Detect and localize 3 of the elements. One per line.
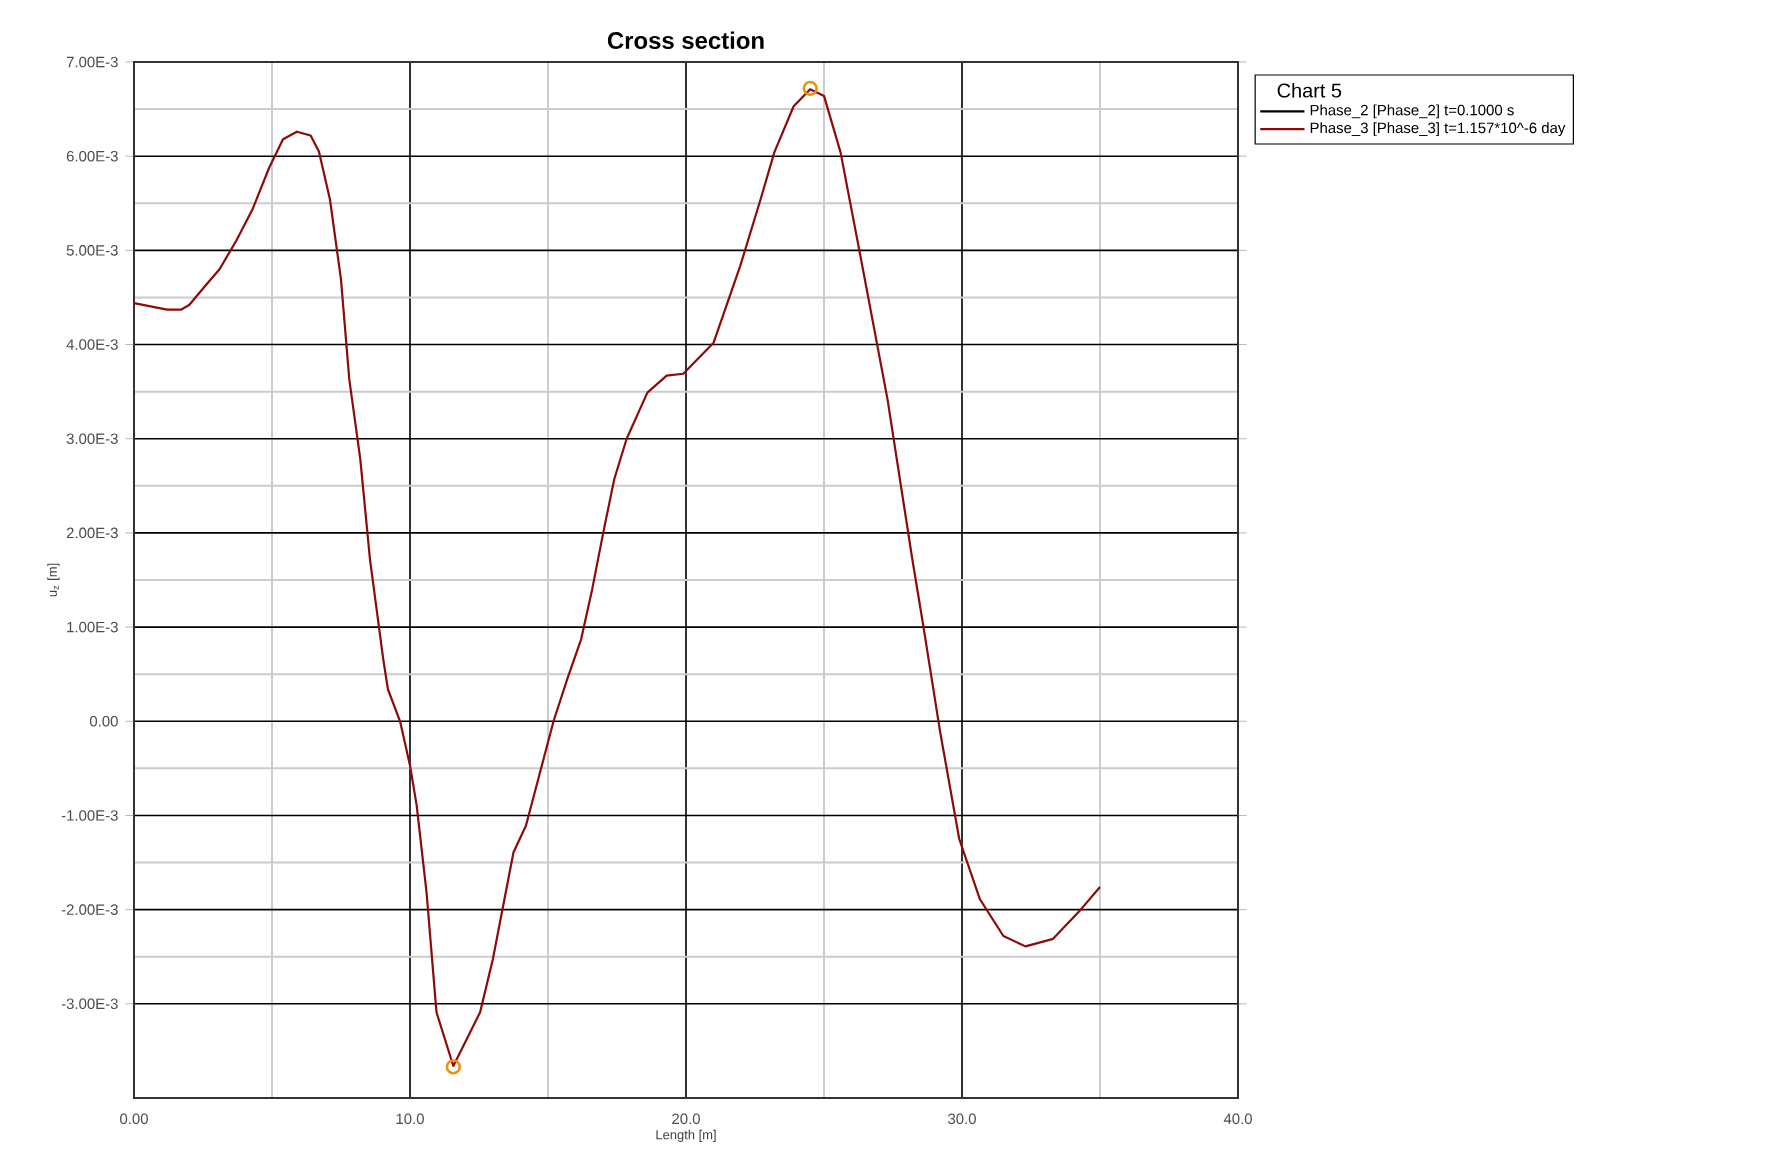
legend-title: Chart 5 xyxy=(1277,82,1342,98)
line-series xyxy=(134,88,1102,1068)
chart-title: Cross section xyxy=(607,31,764,49)
